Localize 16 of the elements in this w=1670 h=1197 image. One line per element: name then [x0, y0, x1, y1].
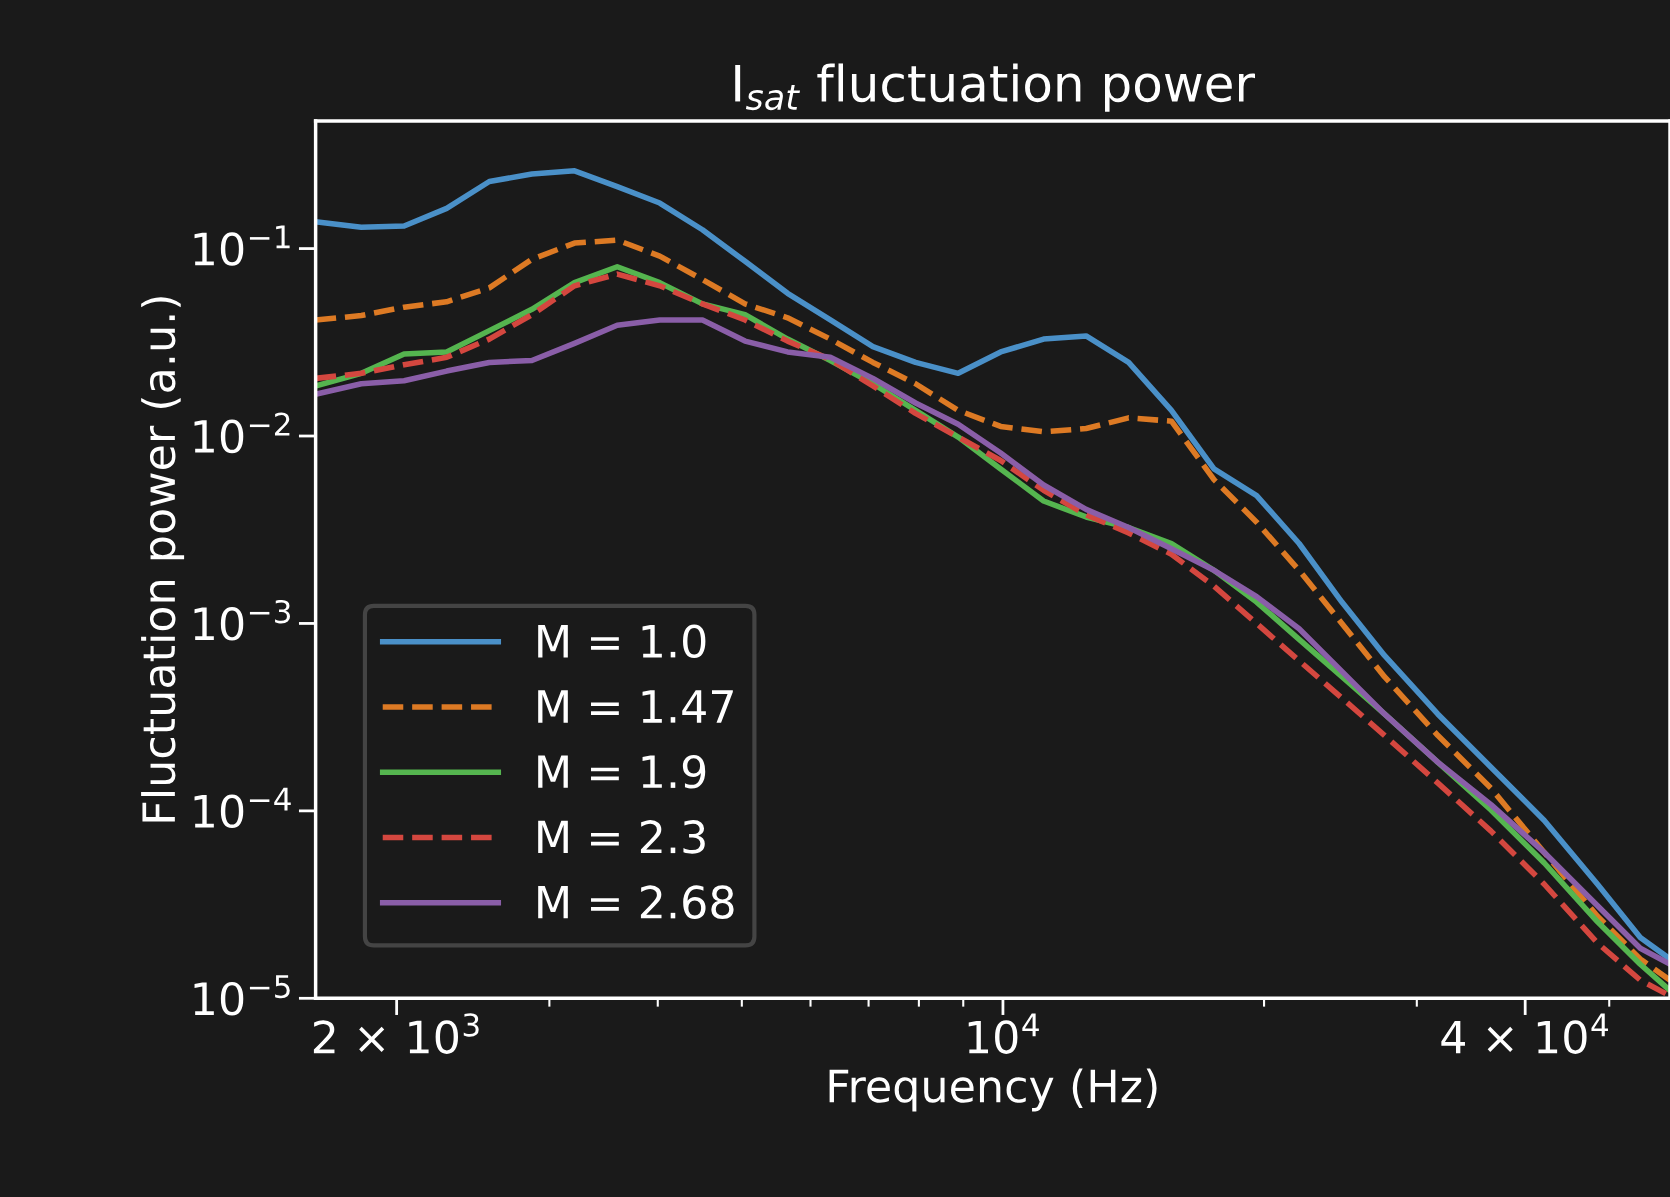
- y-tick-label: 10$^{−2}$: [194, 412, 290, 454]
- x-tick-label: 2 × 10$^{3}$: [313, 1013, 479, 1054]
- x-axis-title: Frequency (Hz): [829, 1068, 1157, 1112]
- x-tick-label: 4 × 10$^{4}$: [1441, 1013, 1608, 1054]
- y-tick-label: 10$^{−3}$: [194, 599, 291, 641]
- y-axis-title: Fluctuation power (a.u.): [141, 297, 185, 822]
- legend-label: M = 1.0: [538, 624, 706, 659]
- chart-title: I$_{sat}$ fluctuation power: [735, 63, 1256, 112]
- y-tick-label: 10$^{−4}$: [194, 787, 291, 829]
- y-tick-label: 10$^{−1}$: [194, 225, 290, 266]
- legend-label: M = 2.68: [538, 885, 734, 919]
- legend-label: M = 1.47: [538, 690, 733, 723]
- legend-label: M = 1.9: [538, 754, 706, 789]
- y-tick-label: 10$^{−5}$: [194, 975, 290, 1016]
- x-tick-label: 10$^{4}$: [968, 1013, 1039, 1054]
- legend-label: M = 2.3: [538, 820, 705, 854]
